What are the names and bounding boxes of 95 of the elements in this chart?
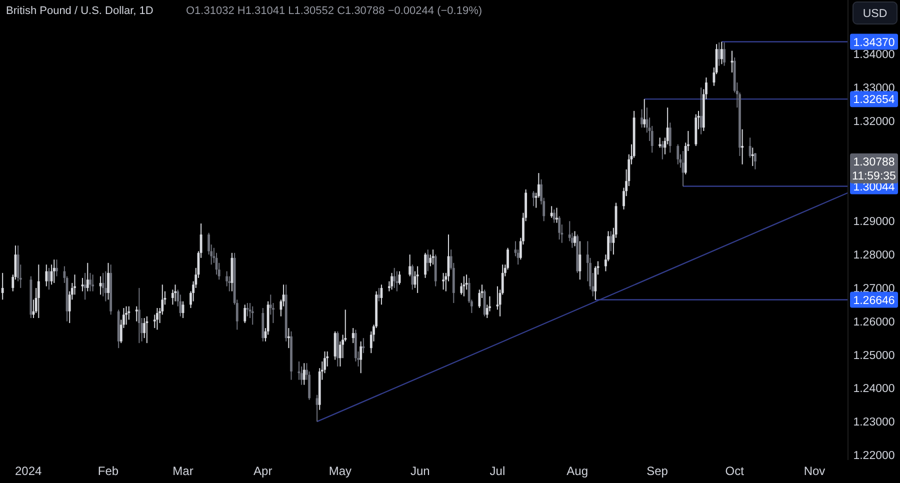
y-tick-label: 1.24000: [853, 383, 895, 396]
chart-subtitle: O1.31032 H1.31041 L1.30552 C1.30788 −0.00244 (−0.19%): [186, 5, 482, 17]
ref-line-label: 1.32654: [853, 94, 896, 106]
candlestick: [643, 98, 646, 128]
candlestick: [424, 252, 426, 278]
candlestick: [741, 128, 744, 165]
candlestick: [718, 42, 720, 66]
candlestick: [300, 366, 303, 386]
candlestick: [84, 272, 86, 300]
ref-line-label: 1.30044: [853, 181, 896, 194]
candlestick: [52, 259, 56, 284]
candlestick: [556, 207, 558, 224]
x-tick-label: Jun: [410, 464, 430, 478]
candlestick: [37, 264, 40, 319]
candlestick: [550, 206, 553, 218]
y-tick-label: 1.25000: [853, 350, 895, 362]
candlestick: [676, 144, 680, 165]
candlestick: [362, 338, 365, 354]
candlestick: [86, 262, 89, 292]
candlestick: [462, 276, 466, 297]
candlestick: [552, 208, 556, 224]
y-tick-label: 1.28000: [853, 250, 895, 262]
candlestick: [426, 249, 430, 272]
text: 11:59:35: [852, 170, 896, 182]
candlestick: [574, 230, 576, 247]
candlestick: [751, 147, 754, 167]
candlestick: [700, 87, 702, 135]
candlestick: [378, 287, 380, 302]
candlestick: [393, 267, 396, 288]
candlestick: [146, 316, 148, 344]
candlestick: [92, 274, 94, 292]
candlestick: [128, 306, 130, 320]
x-tick-label: Apr: [254, 464, 272, 478]
candlestick: [416, 266, 419, 294]
candlestick: [578, 240, 582, 280]
ref-line-label: 1.26646: [853, 294, 895, 307]
candlestick: [251, 306, 254, 326]
candlestick: [723, 42, 726, 66]
candlestick: [143, 318, 146, 339]
candlestick: [156, 308, 158, 330]
candlestick: [138, 287, 140, 344]
candlestick: [334, 330, 336, 360]
candlestick: [56, 259, 58, 277]
candlestick: [89, 272, 92, 292]
x-tick-label: Oct: [725, 464, 745, 478]
x-tick-label: Aug: [566, 464, 588, 478]
candlestick: [396, 270, 398, 292]
y-tick-label: 1.32000: [853, 116, 895, 128]
candlestick: [411, 264, 414, 290]
x-tick-label: May: [328, 464, 352, 478]
text: 1.30788: [853, 156, 895, 168]
candlestick: [658, 137, 662, 148]
candlestick: [135, 306, 138, 322]
y-tick-label: 1.29000: [853, 216, 895, 228]
candlestick: [432, 249, 434, 266]
y-tick-label: 1.26000: [853, 316, 895, 328]
candlestick: [174, 284, 176, 302]
candlestick: [104, 270, 107, 302]
ref-line-label: 1.34370: [853, 36, 895, 49]
candlestick: [302, 362, 306, 386]
candlestick: [244, 304, 246, 324]
x-tick-label: Mar: [172, 464, 194, 478]
candlestick: [228, 276, 231, 292]
candlestick: [408, 254, 412, 277]
candlestick: [748, 137, 752, 158]
x-tick-label: Nov: [804, 464, 826, 478]
candlestick: [1, 272, 4, 300]
candlestick: [442, 272, 445, 290]
candlestick: [610, 230, 612, 252]
x-tick-label: Sep: [646, 464, 668, 478]
y-tick-label: 1.22000: [853, 450, 895, 462]
candlestick: [360, 340, 362, 374]
candlestick: [754, 152, 756, 170]
chart-title: British Pound / U.S. Dollar, 1D: [6, 5, 154, 17]
x-tick-label: Jul: [490, 464, 506, 478]
candlestick: [558, 216, 561, 240]
candlestick: [125, 306, 128, 326]
candlestick: [640, 108, 643, 128]
candlestick: [668, 122, 672, 154]
candlestick: [483, 289, 486, 317]
candlestick: [74, 274, 76, 296]
y-tick-label: 1.23000: [853, 416, 895, 429]
candlestick: [81, 277, 84, 292]
candlestick: [661, 140, 664, 160]
candlestick: [390, 272, 393, 290]
candlestick: [720, 41, 723, 65]
candlestick: [45, 264, 48, 287]
x-tick-label: 2024: [15, 464, 42, 478]
candlestick: [287, 328, 290, 349]
candlestick: [107, 262, 110, 300]
candlestick: [246, 302, 249, 317]
currency-button: USD: [852, 2, 898, 24]
y-tick-label: 1.34000: [853, 49, 895, 62]
x-tick-label: Feb: [98, 464, 119, 478]
candlestick: [352, 328, 354, 344]
